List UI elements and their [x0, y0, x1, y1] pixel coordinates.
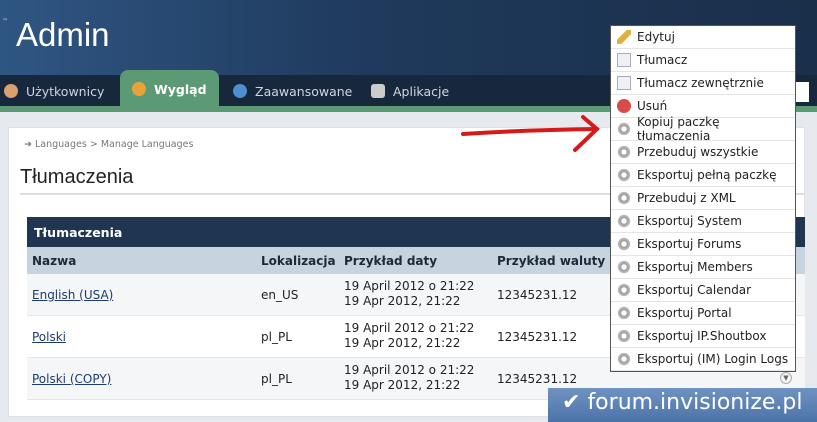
search-input[interactable]: [795, 82, 809, 102]
nav-underline: [0, 106, 817, 112]
menu-item-label: Tłumacz: [637, 53, 688, 67]
gear-icon: [617, 145, 631, 159]
menu-item-label: Eksportuj (IM) Login Logs: [637, 352, 789, 366]
menu-item-label: Edytuj: [637, 30, 675, 44]
date-long: 19 April 2012 o 21:22: [344, 279, 475, 293]
gear-icon: [617, 214, 631, 228]
col-locale: Lokalizacja: [261, 254, 336, 268]
app-title: Admin: [16, 16, 110, 53]
menu-item[interactable]: Eksportuj Calendar: [611, 279, 795, 302]
help-icon: [233, 84, 247, 98]
tab-users[interactable]: Użytkownicy: [4, 75, 104, 107]
menu-item[interactable]: Przebuduj wszystkie: [611, 141, 795, 164]
menu-item-label: Kopiuj paczkę tłumaczenia: [637, 115, 720, 143]
gear-icon: [617, 283, 631, 297]
menu-item-label: Eksportuj IP.Shoutbox: [637, 329, 767, 343]
document-search-icon: [617, 53, 631, 67]
gear-icon: [617, 306, 631, 320]
menu-item-label: Przebuduj wszystkie: [637, 145, 759, 159]
user-icon: [4, 84, 18, 98]
menu-item-label: Tłumacz zewnętrznie: [637, 76, 764, 90]
menu-item-label: Eksportuj Forums: [637, 237, 742, 251]
menu-item[interactable]: Eksportuj System: [611, 210, 795, 233]
pencil-icon: [617, 30, 631, 44]
date-short: 19 Apr 2012, 21:22: [344, 378, 461, 392]
context-menu: Edytuj Tłumacz Tłumacz zewnętrznie Usuń Kopi…: [610, 25, 796, 372]
menu-item-label: Usuń: [637, 99, 668, 113]
watermark-text: forum.invisionize.pl: [587, 390, 803, 415]
tab-label: Zaawansowane: [255, 83, 353, 99]
row-options-toggle[interactable]: ▼: [780, 372, 792, 384]
menu-item-label: Eksportuj Members: [637, 260, 753, 274]
gear-icon: [617, 352, 631, 366]
locale: pl_PL: [261, 372, 292, 386]
language-link[interactable]: Polski: [32, 330, 67, 344]
menu-item[interactable]: Przebuduj z XML: [611, 187, 795, 210]
page-title: Tłumaczenia: [20, 166, 134, 188]
menu-item[interactable]: Eksportuj (IM) Login Logs: [611, 348, 795, 371]
currency: 12345231.12: [497, 372, 578, 386]
menu-item[interactable]: Eksportuj Members: [611, 256, 795, 279]
col-currency: Przykład waluty: [497, 254, 606, 268]
menu-item[interactable]: Edytuj: [611, 26, 795, 49]
language-link[interactable]: Polski (COPY): [32, 372, 112, 386]
menu-item-label: Eksportuj pełną paczkę: [637, 168, 777, 182]
col-date: Przykład daty: [344, 254, 438, 268]
trademark: ™: [2, 18, 8, 25]
col-name: Nazwa: [32, 254, 77, 268]
palette-icon: [132, 82, 146, 96]
locale: pl_PL: [261, 330, 292, 344]
currency: 12345231.12: [497, 330, 578, 344]
menu-item[interactable]: Usuń: [611, 95, 795, 118]
breadcrumb-languages[interactable]: Languages: [34, 139, 87, 150]
tab-advanced[interactable]: Zaawansowane: [233, 75, 352, 107]
date-long: 19 April 2012 o 21:22: [344, 363, 475, 377]
breadcrumb: ➜ Languages > Manage Languages: [24, 139, 194, 150]
menu-item-label: Eksportuj Calendar: [637, 283, 752, 297]
gear-icon: [617, 329, 631, 343]
breadcrumb-sep: >: [89, 139, 98, 150]
menu-item-label: Eksportuj System: [637, 214, 742, 228]
divider: [20, 193, 805, 195]
menu-item[interactable]: Eksportuj Forums: [611, 233, 795, 256]
menu-item-label: Eksportuj Portal: [637, 306, 732, 320]
date-short: 19 Apr 2012, 21:22: [344, 336, 461, 350]
menu-item[interactable]: Kopiuj paczkę tłumaczenia: [611, 115, 795, 143]
currency: 12345231.12: [497, 288, 578, 302]
menu-item[interactable]: Eksportuj pełną paczkę: [611, 164, 795, 187]
locale: en_US: [261, 288, 299, 302]
document-search-icon: [617, 76, 631, 90]
check-logo-icon: ✔: [562, 390, 581, 415]
breadcrumb-manage[interactable]: Manage Languages: [100, 139, 194, 150]
tab-applications[interactable]: Aplikacje: [371, 75, 449, 107]
menu-item[interactable]: Tłumacz zewnętrznie: [611, 72, 795, 95]
language-link[interactable]: English (USA): [32, 288, 114, 302]
tab-appearance[interactable]: Wygląd: [120, 70, 219, 108]
menu-item-label: Przebuduj z XML: [637, 191, 736, 205]
menu-item[interactable]: Eksportuj IP.Shoutbox: [611, 325, 795, 348]
watermark: ✔ forum.invisionize.pl: [548, 388, 817, 422]
date-long: 19 April 2012 o 21:22: [344, 321, 475, 335]
menu-item[interactable]: Eksportuj Portal: [611, 302, 795, 325]
gear-icon: [617, 191, 631, 205]
tab-label: Użytkownicy: [26, 83, 105, 99]
tab-label: Aplikacje: [393, 83, 450, 99]
date-short: 19 Apr 2012, 21:22: [344, 294, 461, 308]
red-arrow-annotation: [461, 115, 600, 152]
box-icon: [371, 84, 385, 98]
gear-icon: [617, 122, 631, 136]
gear-icon: [617, 237, 631, 251]
tab-label: Wygląd: [154, 81, 207, 97]
menu-item[interactable]: Tłumacz: [611, 49, 795, 72]
delete-icon: [617, 99, 631, 113]
gear-icon: [617, 168, 631, 182]
gear-icon: [617, 260, 631, 274]
